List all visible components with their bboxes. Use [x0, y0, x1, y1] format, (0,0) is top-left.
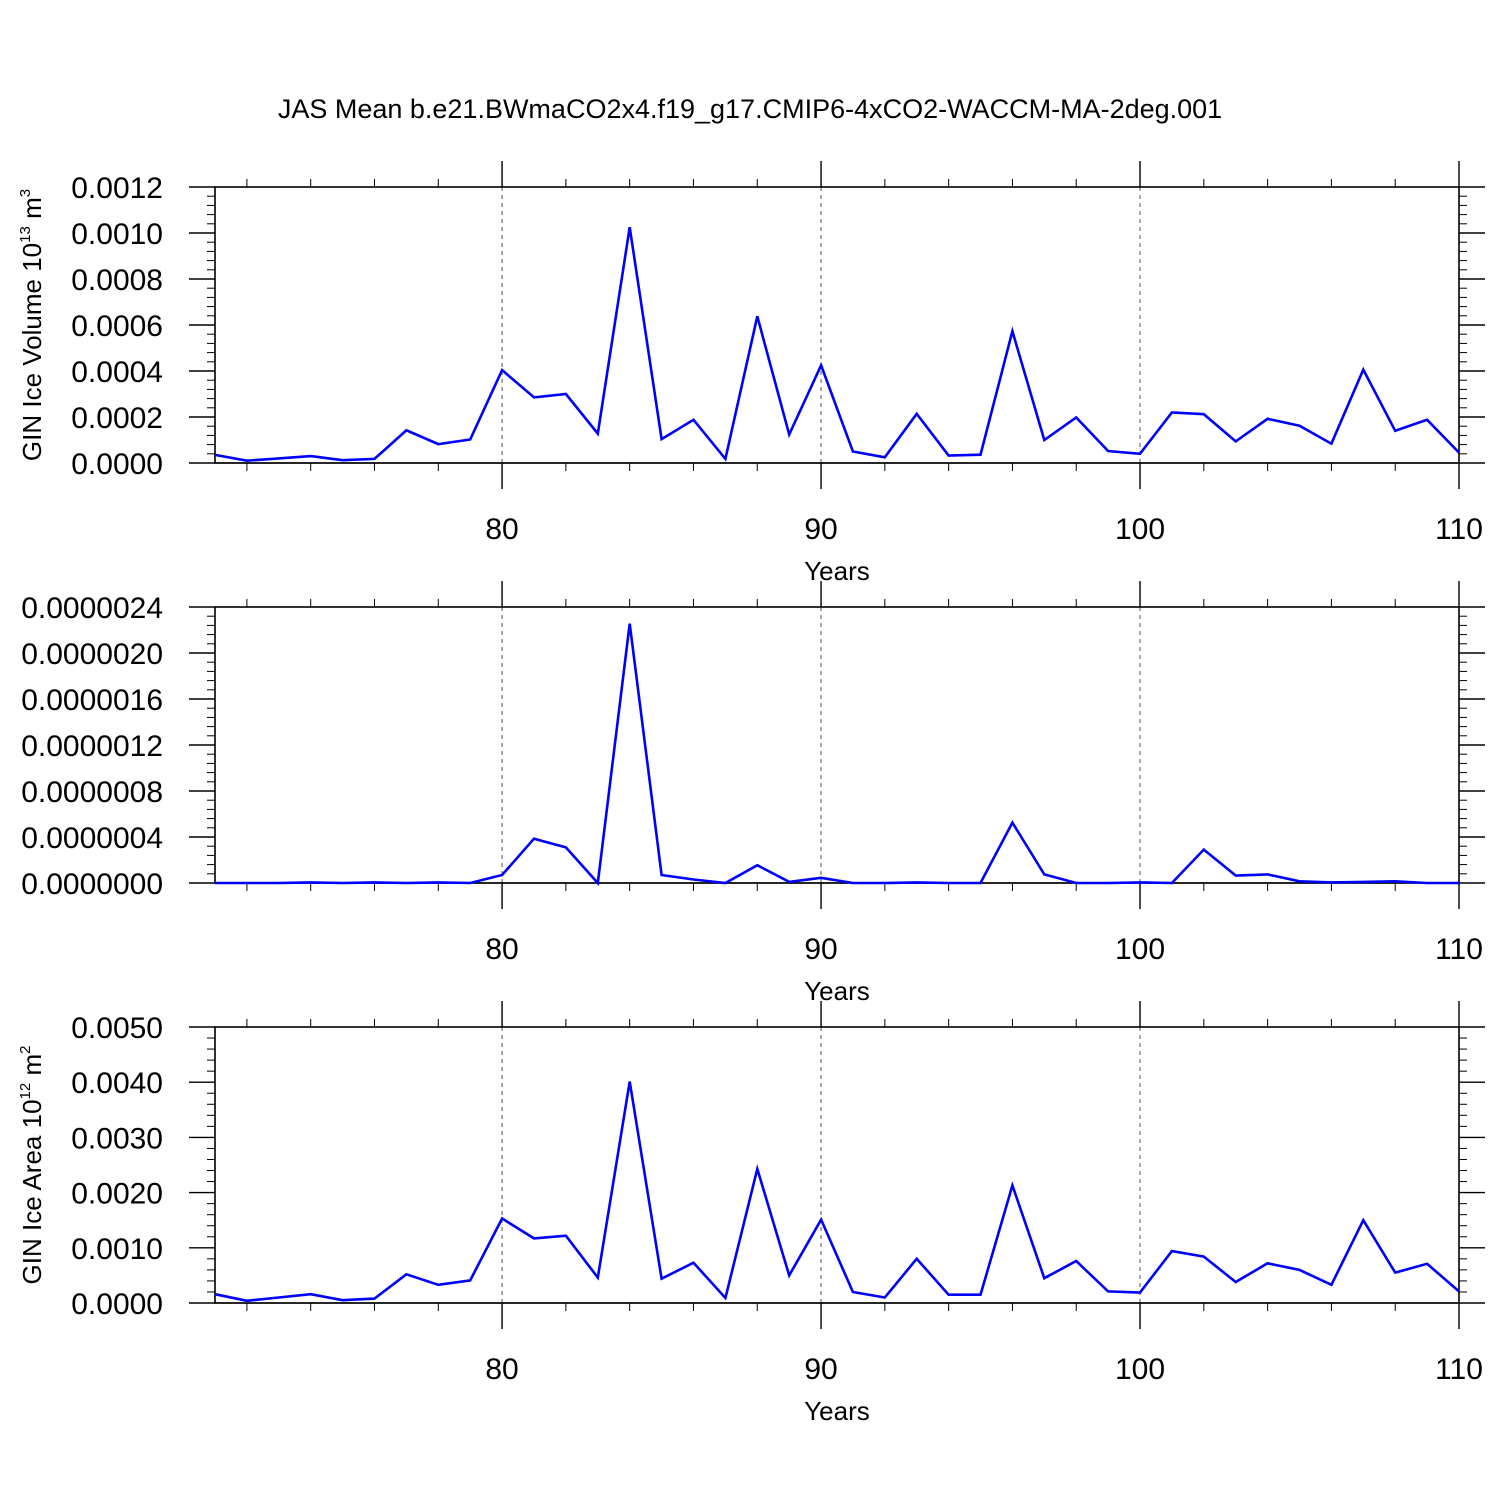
y-tick-label: 0.0040	[71, 1067, 163, 1100]
x-axis-title: Years	[804, 556, 870, 586]
plot-frame	[214, 606, 1460, 884]
x-tick-label: 110	[1435, 1353, 1483, 1386]
plot-frame	[214, 1026, 1460, 1304]
panel-1: 80 90 100 110 0.0000 0.0002 0.0004 0.0006 0.0008…	[17, 161, 1485, 586]
plot-frame	[214, 186, 1460, 464]
x-tick-label: 110	[1435, 933, 1483, 966]
y-axis-title: GIN Ice Volume 1013 m3	[17, 189, 47, 461]
chart-title: JAS Mean b.e21.BWmaCO2x4.f19_g17.CMIP6-4…	[277, 94, 1223, 124]
y-tick-label: 0.0000000	[21, 868, 163, 901]
y-tick-label: 0.0000004	[21, 822, 163, 855]
y-axis-title: GIN Ice Area 1012 m2	[17, 1046, 47, 1285]
x-tick-label: 90	[804, 933, 837, 966]
y-tick-label: 0.0000	[71, 1288, 163, 1321]
x-tick-label: 80	[485, 513, 518, 546]
x-tick-label: 100	[1115, 1353, 1165, 1386]
series-line	[215, 623, 1459, 886]
x-tick-label: 100	[1115, 933, 1165, 966]
y-tick-label: 0.0012	[71, 172, 163, 205]
y-tick-label: 0.0000008	[21, 776, 163, 809]
y-tick-label: 0.0050	[71, 1012, 163, 1045]
x-axis-title: Years	[804, 1396, 870, 1426]
panel-2: 80 90 100 110 0.0000000 0.0000004 0.0000008 0.0…	[21, 581, 1485, 1006]
y-tick-label: 0.0000	[71, 448, 163, 481]
y-tick-label: 0.0004	[71, 356, 163, 389]
x-tick-label: 100	[1115, 513, 1165, 546]
series-line	[214, 1081, 1460, 1303]
y-tick-label: 0.0030	[71, 1122, 163, 1155]
y-tick-label: 0.0010	[71, 1233, 163, 1266]
y-tick-label: 0.0006	[71, 310, 163, 343]
x-tick-label: 90	[804, 1353, 837, 1386]
y-tick-label: 0.0000024	[21, 592, 163, 625]
panel-3: 80 90 100 110 0.0000 0.0010 0.0020 0.0030 0.0040…	[17, 1001, 1485, 1426]
y-tick-label: 0.0000012	[21, 730, 163, 763]
x-axis-title: Years	[804, 976, 870, 1006]
x-tick-label: 80	[485, 1353, 518, 1386]
y-tick-label: 0.0008	[71, 264, 163, 297]
y-tick-label: 0.0000016	[21, 684, 163, 717]
y-tick-label: 0.0002	[71, 402, 163, 435]
x-tick-label: 110	[1435, 513, 1483, 546]
series-line	[214, 227, 1460, 463]
x-tick-label: 90	[804, 513, 837, 546]
x-tick-label: 80	[485, 933, 518, 966]
y-tick-label: 0.0020	[71, 1178, 163, 1211]
y-tick-label: 0.0000020	[21, 638, 163, 671]
y-tick-label: 0.0010	[71, 218, 163, 251]
